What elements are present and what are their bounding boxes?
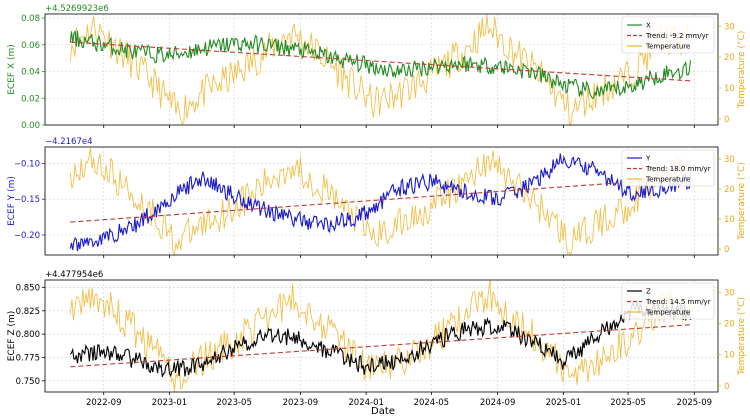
y-axis-left: 0.00 0.02 0.04 0.06 0.08: [21, 14, 45, 131]
temperature-line: [69, 147, 691, 257]
legend-label: Y: [645, 155, 651, 163]
x-tick-label: 2023-09: [283, 398, 319, 408]
axis-offset-label: −4.2167e4: [45, 137, 93, 147]
x-axis: 2022-09 2023-01 2023-05 2023-09 2024-01 2024-…: [86, 392, 712, 408]
y-axis-right: 0 10 20 30: [718, 288, 735, 392]
y-axis-title: ECEF Y (m): [7, 176, 17, 226]
y2-tick-label: 30: [724, 22, 735, 32]
x-tick-label: 2024-05: [414, 398, 450, 408]
temperature-line: [69, 279, 691, 392]
legend: Z Trend: 14.5 mm/yr Temperature: [621, 282, 715, 320]
y-tick-label: 0.08: [21, 14, 40, 24]
x-tick-label: 2025-09: [677, 398, 713, 408]
y-tick-label: 0.750: [16, 377, 40, 387]
legend: X Trend: -9.2 mm/yr Temperature: [621, 16, 715, 54]
legend: Y Trend: 18.0 mm/yr Temperature: [621, 149, 715, 187]
y-axis-right: 0 10 20 30: [718, 155, 735, 255]
y2-tick-label: 20: [724, 185, 735, 195]
legend-label: Temperature: [645, 309, 690, 317]
x-tick-label: 2025-05: [610, 398, 646, 408]
series-line-z: [69, 300, 692, 378]
y2-tick-label: 0: [724, 115, 729, 125]
axis-offset-label: +4.477954e6: [45, 270, 103, 280]
legend-label: Temperature: [645, 43, 690, 51]
y-tick-label: 0.775: [16, 353, 40, 363]
x-tick-label: 2024-01: [348, 398, 384, 408]
y-axis-left: −0.20 −0.15 −0.10: [14, 159, 45, 241]
y-tick-label: 0.825: [16, 307, 40, 317]
y-tick-label: 0.800: [16, 330, 40, 340]
y2-axis-title: Temperature (°C): [737, 297, 747, 376]
y-axis-left: 0.750 0.775 0.800 0.825 0.850: [16, 283, 45, 387]
temperature-line: [69, 14, 691, 127]
x-axis: [103, 125, 695, 128]
x-tick-label: 2023-05: [216, 398, 252, 408]
series-line-x: [69, 29, 692, 100]
legend-label: Temperature: [645, 176, 690, 184]
y-tick-label: 0.06: [21, 41, 40, 51]
y-tick-label: 0.04: [21, 68, 40, 78]
plot-frame: [44, 13, 719, 126]
axis-offset-label: +4.5269923e6: [45, 4, 109, 14]
y2-tick-label: 20: [724, 53, 735, 63]
x-tick-label: 2024-09: [480, 398, 516, 408]
x-axis: [103, 255, 695, 258]
y2-axis-title: Temperature (°C): [737, 31, 747, 110]
x-tick-label: 2022-09: [86, 398, 122, 408]
grid: [45, 280, 718, 392]
y-axis-title: ECEF X (m): [7, 44, 17, 95]
y2-tick-label: 0: [724, 245, 729, 255]
x-tick-label: 2025-01: [546, 398, 582, 408]
legend-label: X: [646, 22, 651, 30]
legend-label: Trend: -9.2 mm/yr: [645, 32, 709, 40]
legend-box: [621, 16, 715, 54]
y-tick-label: −0.15: [14, 195, 40, 205]
y2-tick-label: 30: [724, 155, 735, 165]
legend-label: Z: [646, 288, 651, 296]
panel-x: 0.00 0.02 0.04 0.06 0.08 0 10 20 30 ECEF X (m) Tem…: [7, 4, 747, 131]
legend-label: Trend: 14.5 mm/yr: [645, 298, 711, 306]
plot-frame: [44, 146, 719, 256]
y-axis-title: ECEF Z (m): [7, 311, 17, 362]
plot-frame: [44, 279, 719, 393]
legend-box: [621, 149, 715, 187]
grid: [45, 14, 718, 126]
y-tick-label: −0.20: [14, 231, 40, 241]
x-axis-label: Date: [371, 406, 395, 417]
panel-y: −0.20 −0.15 −0.10 0 10 20 30 ECEF Y (m) Temperat…: [7, 137, 747, 258]
y-tick-label: −0.10: [14, 159, 40, 169]
y2-tick-label: 0: [724, 382, 729, 392]
y2-tick-label: 10: [724, 351, 735, 361]
y2-tick-label: 10: [724, 84, 735, 94]
legend-label: Trend: 18.0 mm/yr: [645, 165, 711, 173]
y2-axis-title: Temperature (°C): [737, 162, 747, 241]
series-line-y: [69, 153, 692, 252]
y2-tick-label: 30: [724, 288, 735, 298]
y2-tick-label: 10: [724, 215, 735, 225]
x-tick-label: 2023-01: [152, 398, 188, 408]
y-tick-label: 0.00: [21, 121, 40, 131]
y-axis-right: 0 10 20 30: [718, 22, 735, 125]
y-tick-label: 0.850: [16, 283, 40, 293]
y2-tick-label: 20: [724, 320, 735, 330]
legend-box: [621, 282, 715, 320]
y-tick-label: 0.02: [21, 94, 40, 104]
